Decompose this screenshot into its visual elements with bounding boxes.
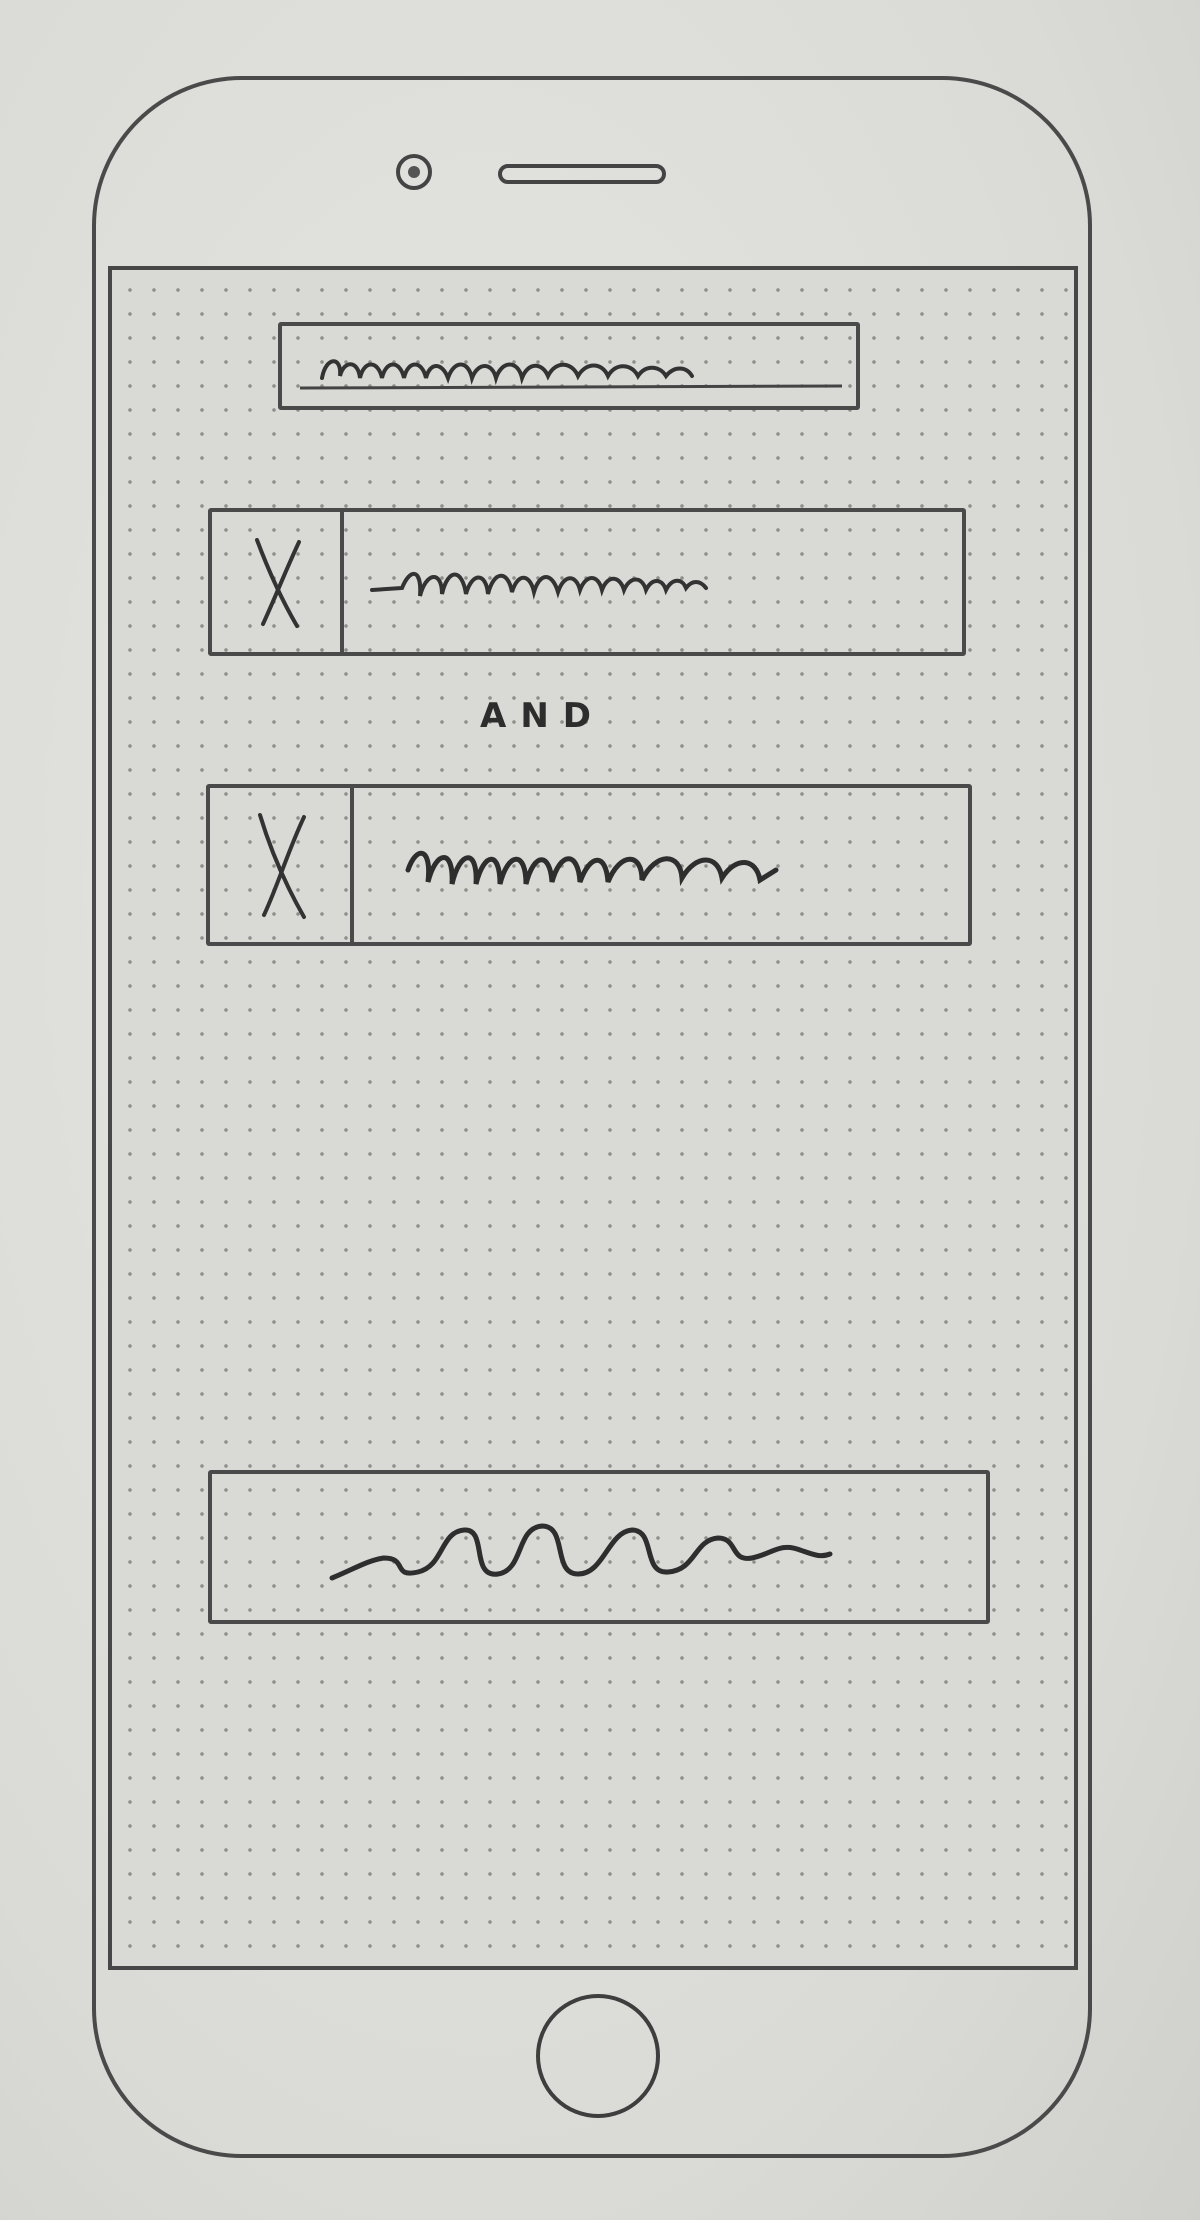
home-button-icon[interactable] [536,1994,660,2118]
option-row-1[interactable] [208,508,966,656]
earpiece-icon [498,164,666,184]
option-2-placeholder-text [405,850,779,887]
primary-action-button[interactable] [208,1470,990,1624]
primary-action-placeholder-text [329,1523,833,1581]
option-1-checkbox[interactable] [212,512,344,652]
title-bar [278,322,860,410]
front-camera-icon [396,154,432,190]
option-1-placeholder-text [370,572,708,600]
connector-label: AND [480,696,605,736]
phone-frame [92,76,1092,2158]
option-row-2[interactable] [206,784,972,946]
x-mark-icon [258,813,306,919]
x-mark-icon [255,538,301,628]
phone-screen [108,266,1078,1970]
title-placeholder-text [299,359,843,390]
option-2-checkbox[interactable] [210,788,354,942]
